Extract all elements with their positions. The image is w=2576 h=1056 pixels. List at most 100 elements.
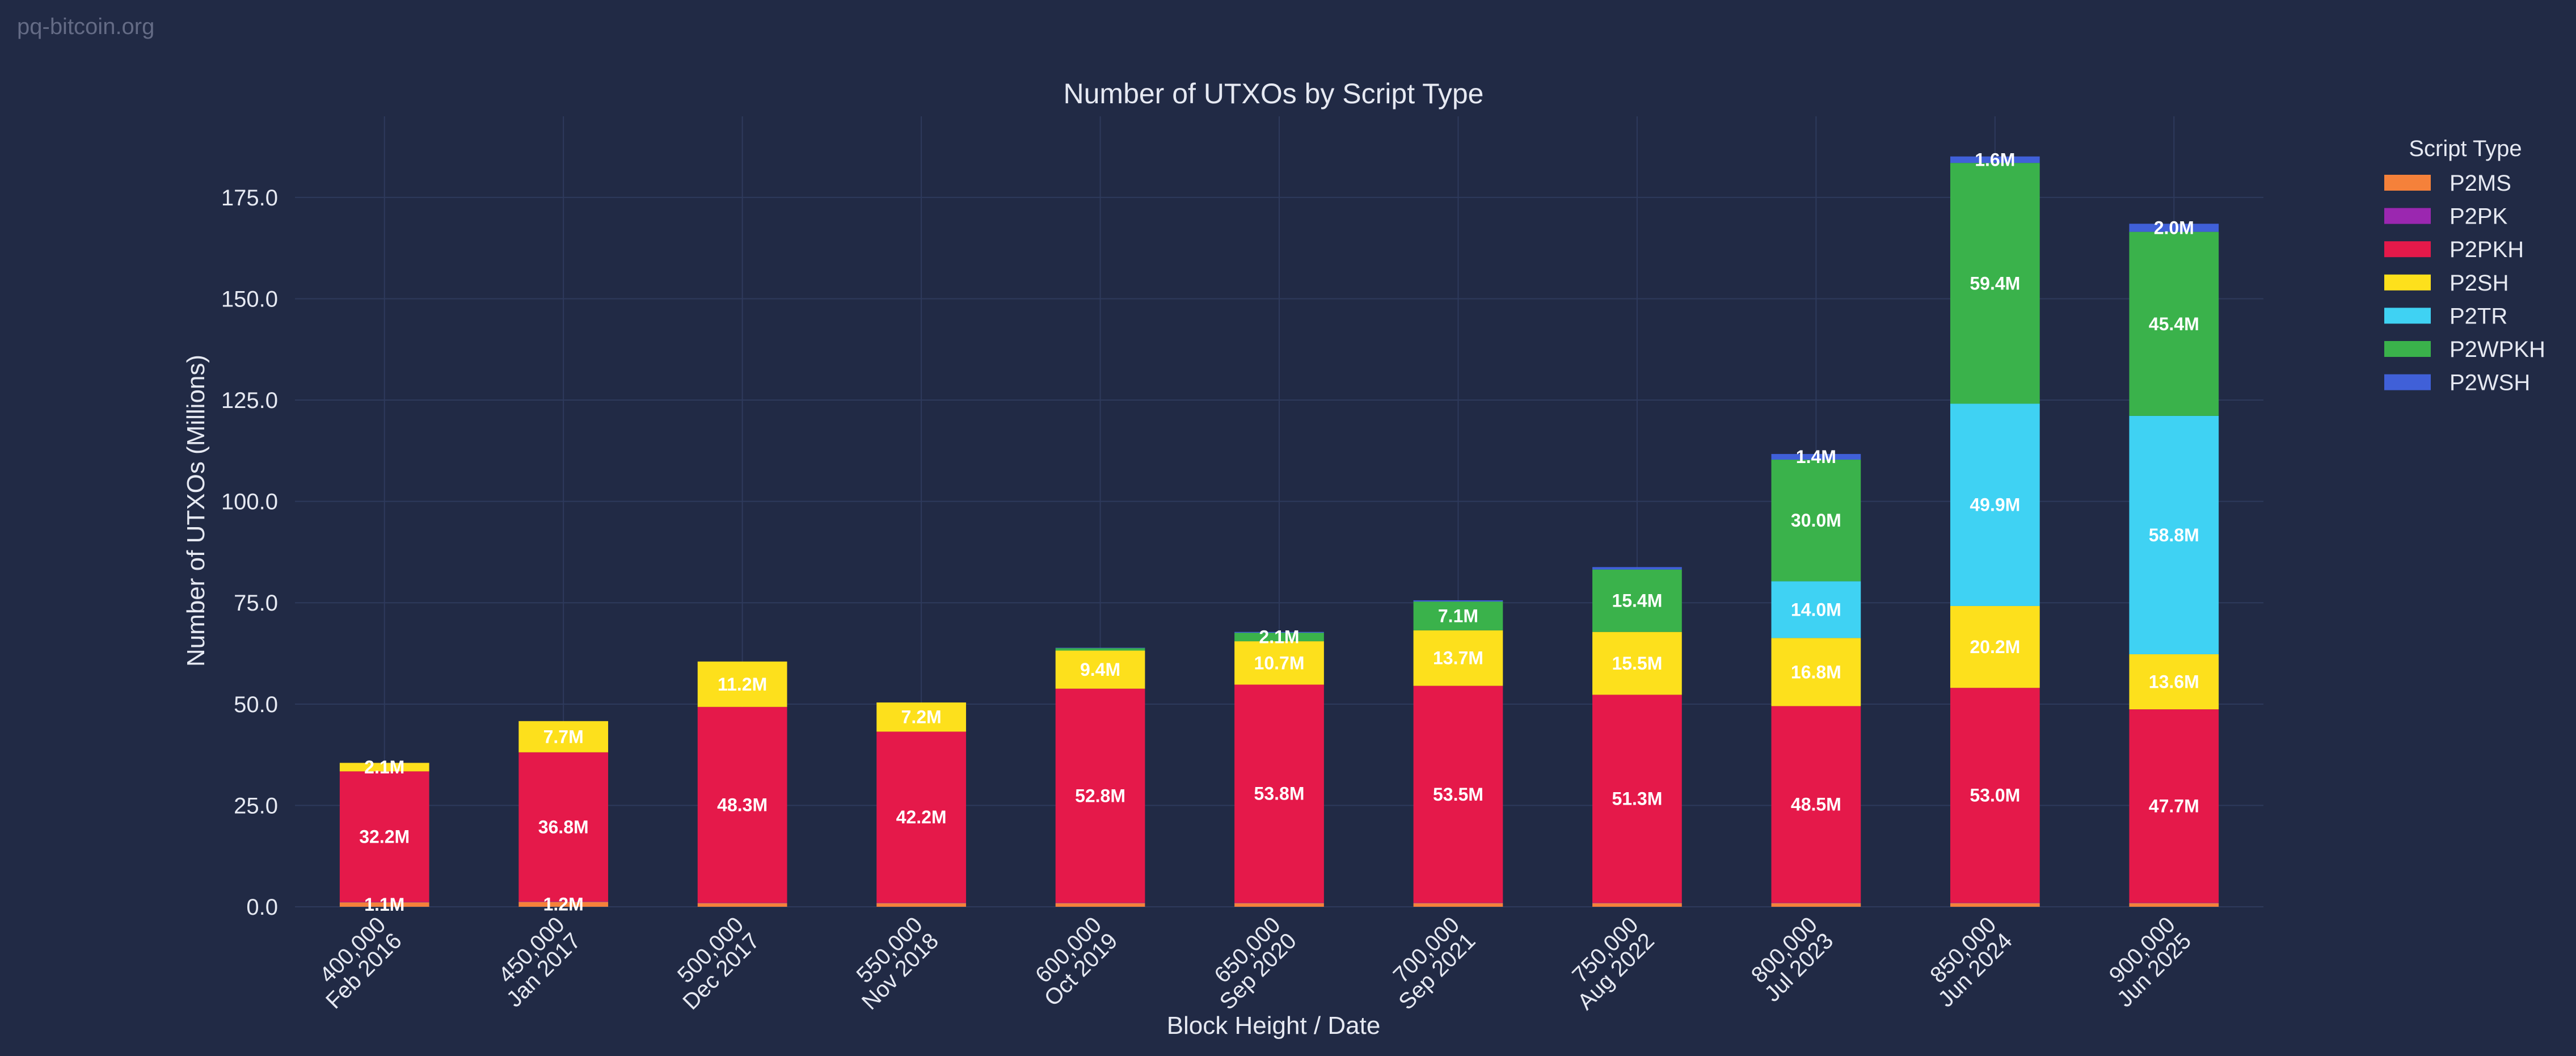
legend-swatch-p2wpkh <box>2384 341 2431 357</box>
bar-segment-p2pkh <box>518 752 609 902</box>
data-label: 30.0M <box>1791 510 1841 531</box>
bar-segment-p2ms <box>518 902 609 907</box>
bar-segment-p2sh <box>697 661 787 707</box>
data-label: 48.5M <box>1791 794 1841 815</box>
bar-segment-p2pkh <box>697 706 787 903</box>
bar-segment-p2wsh <box>1055 647 1145 649</box>
bar-segment-p2sh <box>2129 654 2219 710</box>
data-label: 13.7M <box>1433 648 1483 668</box>
bar-segment-p2sh <box>1413 630 1503 686</box>
bar-segment-p2pkh <box>876 731 966 903</box>
data-label: 1.1M <box>364 894 404 915</box>
legend-swatch-p2pkh <box>2384 241 2431 258</box>
legend-title: Script Type <box>2409 136 2522 161</box>
y-axis-label: Number of UTXOs (Millions) <box>182 355 210 667</box>
legend-entry-p2wpkh: P2WPKH <box>2449 337 2545 362</box>
data-label: 1.4M <box>1796 447 1836 467</box>
data-label: 42.2M <box>896 807 947 827</box>
bar-segment-p2ms <box>2129 903 2219 907</box>
legend-swatch-p2pk <box>2384 208 2431 224</box>
bar-segment-p2pkh <box>1234 684 1324 903</box>
bar-segment-p2sh <box>1950 605 2040 688</box>
bar-segment-p2ms <box>1055 903 1145 907</box>
site-watermark: pq-bitcoin.org <box>17 14 154 39</box>
legend-entry-p2wsh: P2WSH <box>2449 371 2530 396</box>
data-label: 7.1M <box>1438 605 1478 626</box>
bar-segment-p2wpkh <box>2129 232 2219 416</box>
bar-segment-p2wpkh <box>1771 460 1861 582</box>
data-label: 59.4M <box>1970 273 2020 293</box>
data-label: 15.4M <box>1612 591 1662 611</box>
bar-segment-p2pkh <box>2129 709 2219 903</box>
segment-labels: 1.1M 32.2M 2.1M 1.2M 36.8M 7.7M 48.3M 11.2M 42.2… <box>359 149 2199 915</box>
bar-segment-p2ms <box>1592 903 1682 907</box>
data-label: 14.0M <box>1791 599 1841 620</box>
data-label: 2.1M <box>1259 627 1299 647</box>
bar-segment-p2wsh <box>1592 567 1682 570</box>
bar-segment-p2sh <box>518 721 609 752</box>
data-label: 1.6M <box>1975 149 2015 170</box>
bar-segment-p2pkh <box>1055 688 1145 903</box>
data-label: 36.8M <box>538 817 589 837</box>
y-tick-label: 0.0 <box>246 895 278 920</box>
chart-title: Number of UTXOs by Script Type <box>1064 78 1484 110</box>
data-label: 20.2M <box>1970 637 2020 657</box>
bar-segment-p2wpkh <box>1234 633 1324 642</box>
data-label: 7.2M <box>901 707 942 727</box>
x-axis-label: Block Height / Date <box>1167 1012 1381 1040</box>
legend-entry-p2sh: P2SH <box>2449 271 2509 296</box>
bar-segment-p2tr <box>2129 415 2219 654</box>
bar-segment-p2wsh <box>2129 224 2219 232</box>
legend-entry-p2tr: P2TR <box>2449 304 2507 329</box>
legend-swatch-p2sh <box>2384 274 2431 291</box>
bar-segment-p2tr <box>1771 581 1861 638</box>
data-label: 51.3M <box>1612 789 1662 809</box>
data-label: 10.7M <box>1254 653 1305 673</box>
bar-segment-p2pkh <box>339 771 429 902</box>
bar-segment-p2sh <box>1592 632 1682 695</box>
data-label: 48.3M <box>717 794 768 815</box>
bar-segment-p2sh <box>1771 638 1861 706</box>
bar-segment-p2ms <box>1234 903 1324 907</box>
y-tick-label: 75.0 <box>234 591 278 616</box>
bar-segment-p2wpkh <box>1413 601 1503 630</box>
data-label: 53.5M <box>1433 784 1483 805</box>
data-label: 2.1M <box>364 757 404 777</box>
data-label: 32.2M <box>359 826 410 847</box>
bar-segment-p2ms <box>876 903 966 907</box>
bar-segment-p2tr <box>1950 403 2040 606</box>
bar-segment-p2wpkh <box>1950 163 2040 404</box>
data-label: 9.4M <box>1080 659 1120 680</box>
data-label: 52.8M <box>1075 785 1125 806</box>
bar-segment-p2wpkh <box>1592 569 1682 632</box>
data-label: 49.9M <box>1970 495 2020 515</box>
bar-segment-p2wpkh <box>1055 648 1145 651</box>
bar-segment-p2wsh <box>1234 632 1324 633</box>
bar-segment-p2sh <box>1055 650 1145 689</box>
legend-entry-p2pkh: P2PKH <box>2449 237 2524 262</box>
bar-segment-p2pkh <box>1413 685 1503 903</box>
bar-segment-p2wsh <box>1950 156 2040 163</box>
legend: Script Type P2MS P2PK P2PKH P2SH P2TR P2WPKH P… <box>2384 136 2545 396</box>
bar-segment-p2ms <box>1771 903 1861 907</box>
bar-segment-p2ms <box>1413 903 1503 907</box>
y-tick-label: 50.0 <box>234 692 278 717</box>
legend-swatch-p2tr <box>2384 308 2431 324</box>
data-label: 11.2M <box>718 674 767 695</box>
legend-entry-p2ms: P2MS <box>2449 171 2511 196</box>
y-tick-label: 100.0 <box>221 490 278 515</box>
data-label: 15.5M <box>1612 653 1662 674</box>
data-label: 58.8M <box>2149 525 2199 545</box>
data-label: 53.8M <box>1254 784 1305 804</box>
bar-segment-p2sh <box>1234 641 1324 685</box>
